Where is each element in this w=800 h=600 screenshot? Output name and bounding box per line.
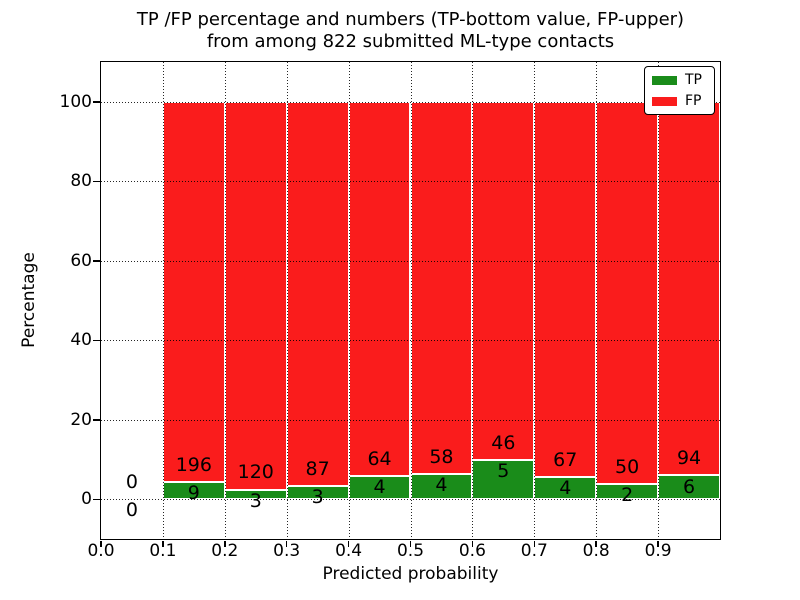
x-tick-label: 0.7	[520, 541, 548, 561]
y-tick-label: 80	[70, 171, 92, 192]
chart-title: TP /FP percentage and numbers (TP-bottom…	[101, 9, 720, 53]
chart-title-line2: from among 822 submitted ML-type contact…	[206, 31, 615, 52]
x-tick-mark	[471, 540, 474, 547]
x-tick-mark	[100, 540, 102, 547]
x-gridline	[348, 62, 350, 539]
tp-count-label: 6	[683, 475, 696, 498]
x-axis-label: Predicted probability	[322, 564, 499, 584]
x-gridline	[162, 62, 164, 539]
fp-bar-segment	[224, 101, 287, 490]
fp-count-label: 94	[676, 447, 702, 470]
chart-title-line1: TP /FP percentage and numbers (TP-bottom…	[136, 9, 685, 30]
x-tick-mark	[533, 540, 536, 547]
legend-item-fp: FP	[652, 94, 707, 108]
tp-count-label: 4	[559, 477, 572, 499]
x-gridline	[410, 62, 412, 539]
y-tick-mark	[93, 260, 100, 262]
x-tick-label: 0.9	[644, 541, 672, 561]
fp-bar-segment	[472, 101, 535, 461]
x-tick-label: 0.6	[458, 541, 486, 561]
fp-count-label: 58	[429, 445, 454, 468]
tp-count-label: 5	[497, 460, 510, 483]
tp-count-label: 0	[125, 499, 138, 522]
y-tick-mark	[93, 498, 100, 500]
x-tick-mark	[595, 540, 597, 547]
fp-bar-segment	[286, 101, 349, 486]
x-tick-label: 0.0	[87, 541, 115, 561]
y-tick-mark	[93, 180, 100, 182]
legend-label-fp: FP	[685, 93, 702, 109]
x-tick-label: 0.2	[211, 541, 239, 561]
x-gridline	[472, 62, 474, 539]
fp-bar-segment	[410, 101, 473, 474]
y-axis-label: Percentage	[19, 252, 39, 348]
legend: TP FP	[644, 66, 715, 115]
y-tick-mark	[93, 101, 100, 103]
x-tick-mark	[162, 540, 164, 547]
tp-count-label: 3	[311, 486, 324, 509]
y-tick-mark	[93, 419, 100, 421]
fp-count-label: 196	[175, 453, 212, 476]
y-tick-mark	[93, 339, 100, 341]
tp-count-label: 3	[249, 489, 262, 512]
x-tick-mark	[347, 540, 350, 547]
y-tick-label: 20	[70, 409, 92, 430]
x-tick-label: 0.5	[396, 541, 425, 561]
y-tick-label: 40	[70, 330, 92, 351]
x-tick-mark	[657, 540, 659, 547]
legend-swatch-tp	[652, 75, 677, 85]
x-gridline	[658, 62, 660, 539]
fp-bar-segment	[162, 101, 225, 482]
tp-count-label: 9	[187, 481, 200, 504]
legend-swatch-fp	[652, 96, 677, 106]
y-tick-label: 60	[70, 250, 92, 271]
fp-count-label: 87	[305, 457, 330, 480]
plot-area: TP FP 0 20 40 60 80 100 0.0 0.1 0.2 0.3 0.4 0.5 0.6 0…	[60, 61, 721, 561]
fp-bar-segment	[596, 101, 659, 484]
fp-count-label: 64	[367, 447, 392, 470]
fp-count-label: 120	[237, 461, 274, 484]
tp-count-label: 4	[435, 473, 448, 496]
x-gridline	[286, 62, 288, 539]
fp-count-label: 67	[553, 448, 578, 471]
x-gridline	[596, 62, 598, 539]
tp-count-label: 2	[621, 484, 634, 507]
x-gridline	[224, 62, 226, 539]
x-tick-mark	[409, 540, 412, 547]
tp-count-label: 4	[373, 476, 386, 498]
fp-count-label: 0	[125, 471, 138, 494]
y-tick-label: 0	[81, 489, 92, 510]
x-tick-label: 0.1	[149, 541, 177, 561]
x-tick-label: 0.4	[335, 541, 363, 561]
x-tick-label: 0.8	[582, 541, 610, 561]
fp-bar-segment	[534, 101, 597, 477]
x-gridline	[534, 62, 536, 539]
x-tick-label: 0.3	[273, 541, 301, 561]
x-tick-mark	[224, 540, 226, 547]
x-tick-mark	[285, 540, 288, 547]
legend-label-tp: TP	[685, 72, 702, 88]
fp-count-label: 46	[491, 432, 516, 455]
y-tick-label: 100	[59, 91, 92, 112]
fp-count-label: 50	[615, 455, 640, 478]
legend-item-tp: TP	[652, 73, 707, 87]
